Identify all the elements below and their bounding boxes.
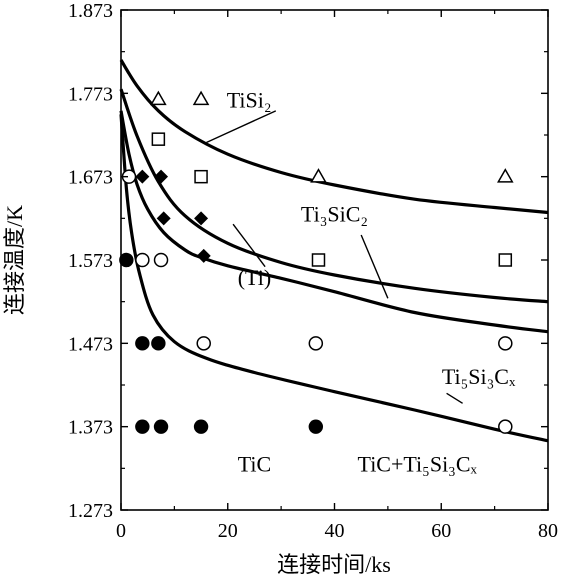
- region-label: Ti₅Si₃Cₓ: [442, 364, 516, 389]
- leader-line-2: [360, 234, 389, 299]
- point-filled-diamond: [156, 211, 171, 226]
- y-tick-label: 1.473: [68, 333, 113, 355]
- y-tick-label: 1.873: [68, 0, 113, 22]
- point-open-circle: [153, 252, 169, 268]
- x-tick-label: 0: [116, 520, 126, 542]
- point-open-circle: [498, 336, 513, 351]
- y-tick-label: 1.573: [68, 250, 113, 272]
- y-tick-label: 1.673: [68, 167, 113, 189]
- point-open-square: [151, 132, 166, 146]
- point-filled-circle: [308, 419, 324, 434]
- point-open-triangle: [497, 168, 514, 183]
- y-tick-label: 1.773: [68, 83, 113, 105]
- region-labels: TiSi₂ Ti₃SiC₂ (Ti) Ti₅Si₃Cₓ TiC TiC+Ti₅Si₃Cₓ: [227, 88, 516, 477]
- x-tick-label: 80: [538, 520, 558, 542]
- boundary-curve-2: [119, 88, 549, 304]
- y-tick-label: 1.373: [68, 417, 113, 439]
- point-filled-circle: [135, 336, 150, 351]
- point-filled-diamond: [196, 248, 211, 263]
- leader-line-3: [232, 223, 266, 268]
- region-label: TiSi₂: [227, 88, 272, 113]
- x-tick-label: 40: [325, 520, 345, 542]
- point-open-square: [194, 169, 208, 184]
- data-points: [119, 90, 514, 434]
- boundary-curve-4: [119, 114, 549, 443]
- point-open-circle: [498, 419, 513, 434]
- x-axis-title: 连接时间/ks: [277, 552, 391, 577]
- leader-line-1: [206, 110, 277, 144]
- point-filled-diamond: [194, 211, 209, 226]
- point-filled-diamond: [154, 169, 169, 184]
- y-tick-label: 1.273: [68, 500, 113, 522]
- point-open-triangle: [150, 90, 167, 106]
- point-open-circle: [135, 252, 150, 268]
- y-axis-title: 连接温度/K: [2, 205, 27, 315]
- point-filled-circle: [151, 336, 166, 351]
- plot-frame: [120, 9, 549, 511]
- region-label: Ti₃SiC₂: [301, 202, 368, 227]
- point-open-square: [311, 253, 326, 267]
- leader-line-4: [446, 392, 463, 404]
- point-open-triangle: [310, 168, 327, 183]
- point-open-triangle: [192, 90, 210, 106]
- point-filled-circle: [193, 419, 209, 434]
- boundary-curve-1: [119, 59, 549, 215]
- x-tick-label: 60: [431, 520, 451, 542]
- region-label: (Ti): [238, 265, 271, 290]
- x-tick-label: 20: [218, 520, 238, 542]
- region-label: TiC+Ti₅Si₃Cₓ: [358, 452, 478, 477]
- point-filled-diamond: [135, 169, 150, 184]
- point-open-circle: [308, 336, 324, 351]
- point-filled-circle: [135, 419, 150, 434]
- point-open-circle: [196, 336, 211, 351]
- axis-ticks: 0 20 40 60 80 1.273 1.373 1.473 1.573 1.673 1.773 1…: [68, 0, 558, 542]
- region-label: TiC: [238, 452, 271, 477]
- point-open-square: [498, 253, 513, 267]
- point-filled-circle: [153, 419, 169, 434]
